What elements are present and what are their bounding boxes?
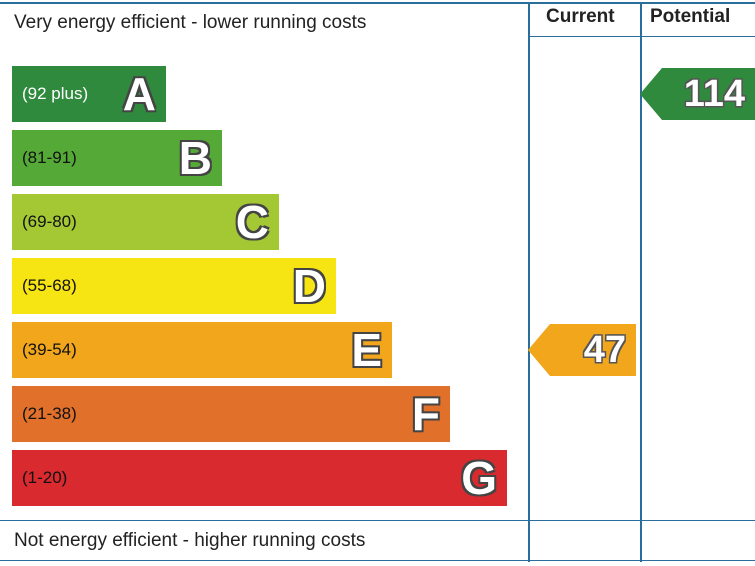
header-current: Current xyxy=(546,6,615,28)
band-range: (69-80) xyxy=(22,212,77,232)
divider-under-header xyxy=(528,36,755,37)
note-bottom: Not energy efficient - higher running co… xyxy=(14,530,365,552)
band-letter: C xyxy=(236,195,269,249)
header-potential: Potential xyxy=(650,6,730,28)
band-g: (1-20) G xyxy=(12,450,507,506)
band-letter: E xyxy=(351,323,382,377)
rating-current: 47 xyxy=(528,322,636,378)
band-range: (81-91) xyxy=(22,148,77,168)
arrow-head-icon xyxy=(640,68,662,120)
band-range: (39-54) xyxy=(22,340,77,360)
band-letter: A xyxy=(123,67,156,121)
band-range: (92 plus) xyxy=(22,84,88,104)
rating-potential: 114 xyxy=(640,66,755,122)
band-d: (55-68) D xyxy=(12,258,336,314)
band-letter: D xyxy=(293,259,326,313)
epc-chart: Current Potential Very energy efficient … xyxy=(0,0,755,566)
band-c: (69-80) C xyxy=(12,194,279,250)
divider-above-bottom-note xyxy=(0,520,755,521)
rating-value: 47 xyxy=(550,324,636,376)
arrow-head-icon xyxy=(528,324,550,376)
band-letter: G xyxy=(461,451,497,505)
rating-value: 114 xyxy=(662,68,755,120)
band-range: (1-20) xyxy=(22,468,67,488)
band-range: (21-38) xyxy=(22,404,77,424)
band-range: (55-68) xyxy=(22,276,77,296)
note-top: Very energy efficient - lower running co… xyxy=(14,12,366,34)
divider-bottom xyxy=(0,560,755,561)
band-letter: B xyxy=(179,131,212,185)
band-letter: F xyxy=(412,387,440,441)
band-b: (81-91) B xyxy=(12,130,222,186)
divider-current-left xyxy=(528,2,530,562)
band-f: (21-38) F xyxy=(12,386,450,442)
band-e: (39-54) E xyxy=(12,322,392,378)
band-a: (92 plus) A xyxy=(12,66,166,122)
